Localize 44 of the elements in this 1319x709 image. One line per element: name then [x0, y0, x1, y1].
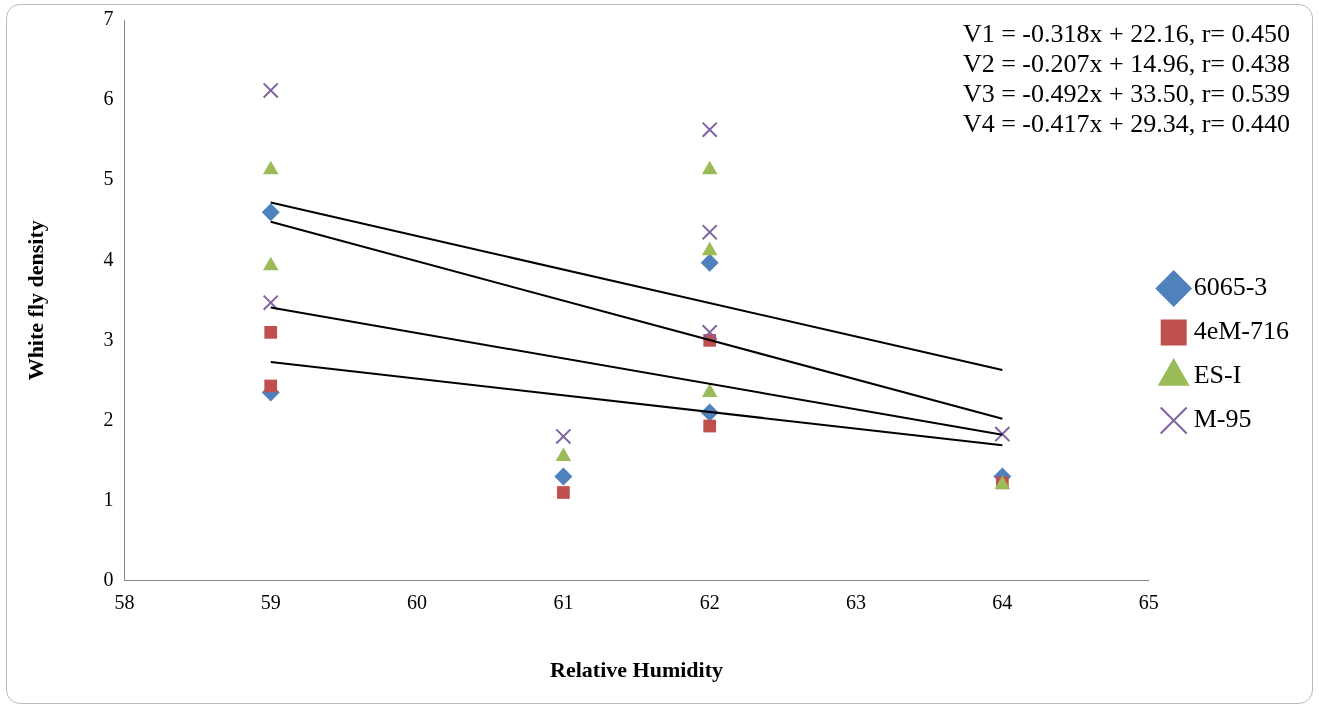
y-tick-label: 4 [103, 247, 114, 270]
point [703, 419, 717, 433]
y-tick-label: 7 [103, 7, 114, 30]
y-tick-label: 5 [103, 167, 114, 190]
legend-label: M-95 [1193, 404, 1252, 434]
point [262, 82, 279, 99]
point [554, 467, 573, 486]
point [701, 324, 718, 341]
legend-label: 6065-3 [1193, 272, 1268, 302]
point [994, 425, 1011, 443]
point [555, 428, 572, 445]
x-tick-label: 65 [1138, 590, 1159, 613]
point [262, 256, 279, 271]
legend-label: ES-I [1193, 360, 1242, 390]
x-tick-label: 61 [553, 590, 574, 613]
annotation: V3 = -0.492x + 33.50, r= 0.539 [962, 78, 1290, 108]
y-tick-label: 6 [103, 87, 114, 110]
y-axis-title: White fly density [22, 220, 48, 381]
x-tick-label: 60 [407, 590, 428, 613]
annotation: V4 = -0.417x + 29.34, r= 0.440 [962, 108, 1290, 138]
y-tick-label: 0 [103, 567, 114, 590]
point [701, 224, 718, 241]
y-tick-label: 2 [103, 407, 114, 430]
x-tick-label: 59 [260, 590, 281, 613]
point [701, 160, 718, 175]
y-tick-label: 1 [103, 487, 114, 510]
point [701, 241, 718, 256]
y-tick-label: 3 [103, 327, 114, 350]
annotation: V2 = -0.207x + 14.96, r= 0.438 [962, 48, 1290, 78]
point [262, 294, 279, 311]
annotation: V1 = -0.318x + 22.16, r= 0.450 [962, 18, 1290, 48]
x-tick-label: 58 [114, 590, 135, 613]
x-tick-label: 64 [992, 590, 1013, 613]
point [262, 160, 279, 175]
point [700, 253, 719, 272]
x-tick-label: 63 [846, 590, 867, 613]
point [261, 203, 280, 222]
legend-label: 4eM-716 [1193, 316, 1290, 346]
point [264, 379, 278, 393]
x-axis-title: Relative Humidity [550, 657, 724, 683]
point [557, 486, 570, 499]
x-tick-label: 62 [699, 590, 720, 613]
point [701, 121, 718, 138]
point [264, 325, 278, 339]
